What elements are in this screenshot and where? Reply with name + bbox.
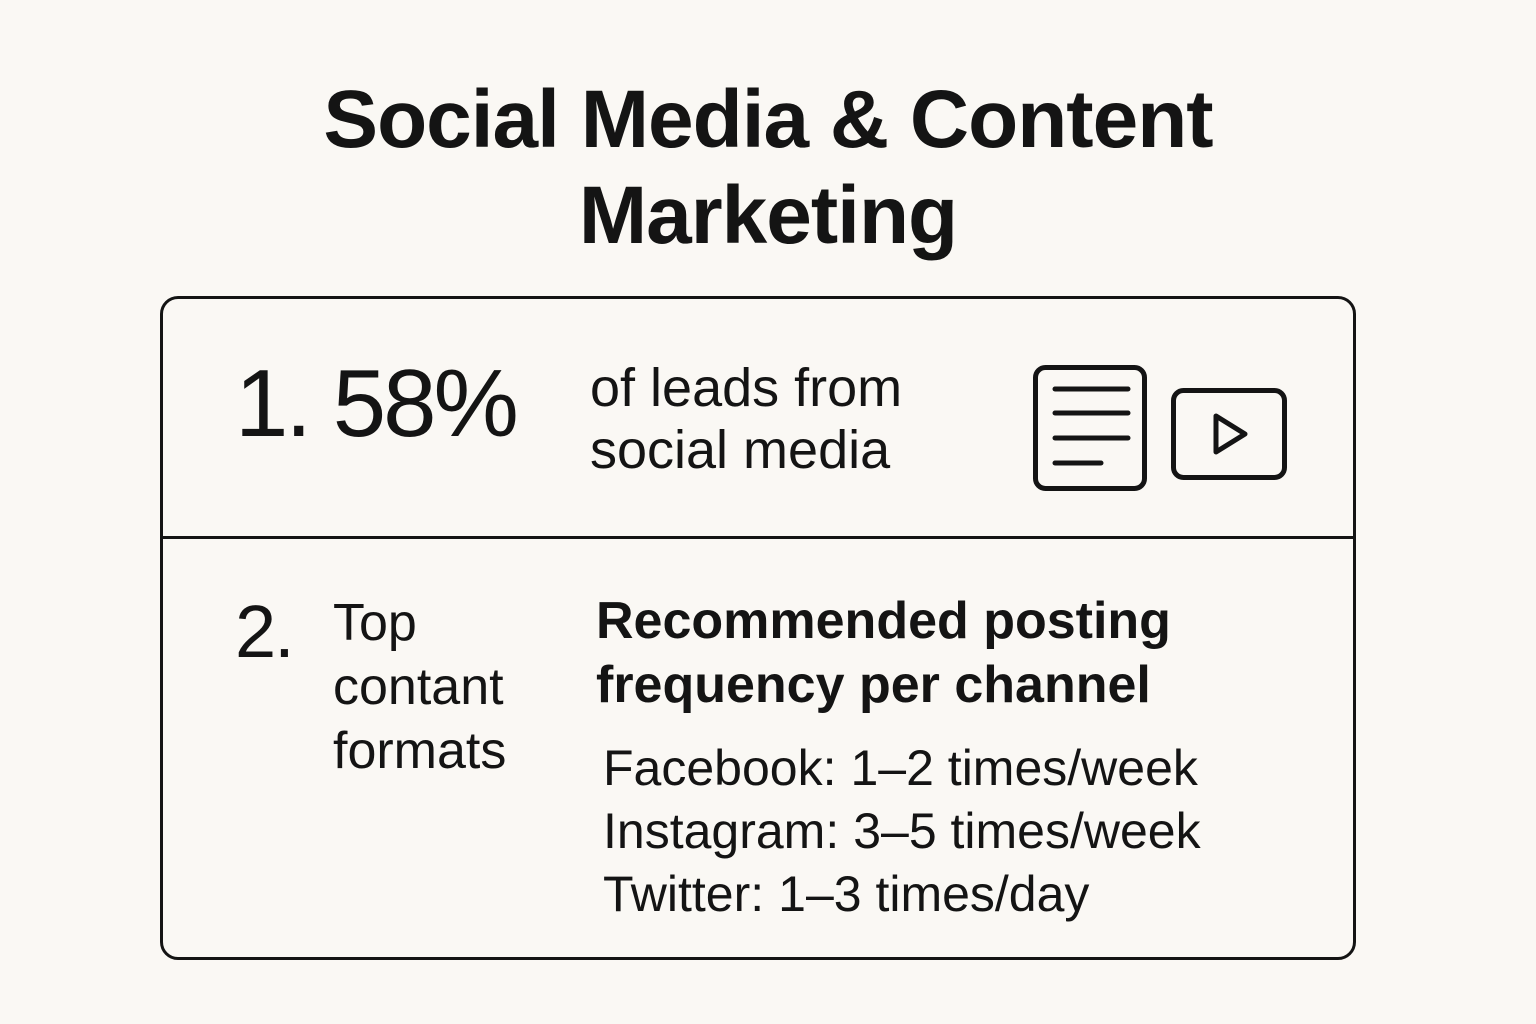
stat-leads-percentage: 1. 58% [235, 350, 519, 457]
channel-rate: 1–2 times/week [850, 740, 1198, 796]
top-content-formats-label: Top contant formats [333, 591, 593, 783]
channel-name: Facebook: [603, 740, 837, 796]
freq-heading-line-2: frequency per channel [596, 656, 1151, 714]
channel-rate: 3–5 times/week [853, 803, 1201, 859]
stats-card: 1. 58% of leads from social media 2. Top… [160, 296, 1356, 960]
list-item: Twitter: 1–3 times/day [603, 863, 1201, 926]
channel-name: Twitter: [603, 866, 765, 922]
video-play-icon [1171, 388, 1287, 480]
channel-rate: 1–3 times/day [778, 866, 1090, 922]
formats-line-3: formats [333, 722, 507, 780]
section-divider [163, 536, 1353, 539]
formats-line-1: Top [333, 594, 417, 652]
title-line-1: Social Media & Content [323, 74, 1213, 165]
posting-frequency-heading: Recommended posting frequency per channe… [596, 589, 1276, 717]
stat-desc-line-1: of leads from [590, 358, 903, 418]
channel-name: Instagram: [603, 803, 840, 859]
list-item: Instagram: 3–5 times/week [603, 800, 1201, 863]
stat-desc-line-2: social media [590, 420, 891, 480]
formats-line-2: contant [333, 658, 504, 716]
document-icon [1033, 365, 1147, 491]
stat-leads-description: of leads from social media [590, 357, 1010, 481]
item-2-number: 2. [235, 590, 295, 673]
list-item: Facebook: 1–2 times/week [603, 737, 1201, 800]
freq-heading-line-1: Recommended posting [596, 592, 1171, 650]
posting-frequency-list: Facebook: 1–2 times/week Instagram: 3–5 ti… [603, 737, 1201, 926]
title-line-2: Marketing [578, 170, 958, 261]
page-title: Social Media & Content Marketing [0, 72, 1536, 264]
